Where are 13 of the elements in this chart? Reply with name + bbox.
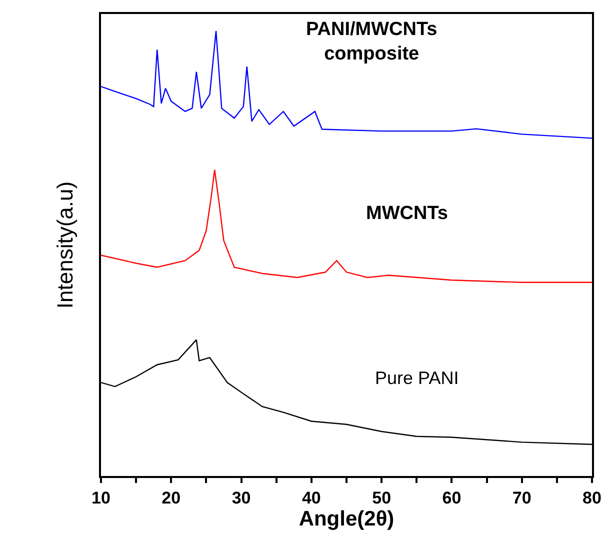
x-axis-title: Angle(2θ) <box>298 507 394 530</box>
y-axis-title: Intensity(a.u) <box>52 181 78 309</box>
text: MWCNTs <box>366 203 448 224</box>
x-tick-label: 30 <box>232 488 251 508</box>
x-tick-label: 50 <box>372 488 392 508</box>
x-tick-label: 80 <box>582 488 602 508</box>
x-tick-label: 40 <box>302 488 321 508</box>
x-tick-label: 60 <box>442 488 462 508</box>
text: Pure PANI <box>375 368 459 388</box>
x-tick-label: 10 <box>92 488 110 508</box>
x-tick-label: 20 <box>162 488 181 508</box>
text: PANI/MWCNTs composite <box>306 19 438 65</box>
x-tick-label: 70 <box>512 488 532 508</box>
